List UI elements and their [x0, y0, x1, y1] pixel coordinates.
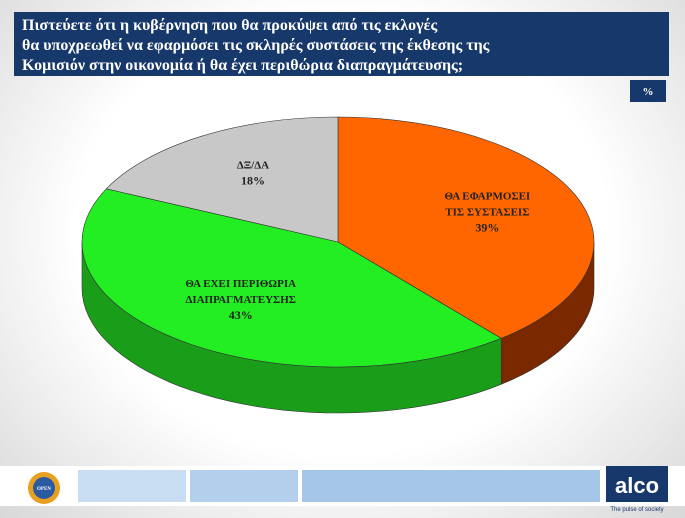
- brand-box: [606, 466, 668, 502]
- brand: alco: [615, 473, 659, 498]
- pie-slice: [81, 188, 502, 368]
- title-box: [14, 12, 669, 76]
- slice-label: ΔΞ/ΔΑ: [237, 160, 269, 172]
- pie-slice: [105, 116, 339, 243]
- brand-tagline: The pulse of society: [610, 507, 663, 513]
- pie-slice: [337, 116, 595, 339]
- unit-badge: [630, 80, 666, 102]
- chart-title: Κομισιόν στην οικονομία ή θα έχει περιθώ…: [22, 57, 463, 74]
- chart-title: θα υποχρεωθεί να εφαρμόσει τις σκληρές σ…: [22, 37, 490, 54]
- slice-label: ΤΙΣ ΣΥΣΤΑΣΕΙΣ: [445, 207, 529, 219]
- unit-label: %: [643, 86, 654, 98]
- value-label: 43%: [229, 308, 253, 322]
- footer-logo-text: OPEN: [37, 487, 51, 492]
- value-label: 18%: [241, 174, 265, 188]
- footer-box: [302, 470, 600, 502]
- value-label: 39%: [475, 221, 499, 235]
- footer-logo: [33, 477, 55, 499]
- footer-box: [190, 470, 298, 502]
- slice-label: ΔΙΑΠΡΑΓΜΑΤΕΥΣΗΣ: [185, 294, 296, 306]
- footer-box: [78, 470, 186, 502]
- slice-label: ΘΑ ΕΧΕΙ ΠΕΡΙΘΩΡΙΑ: [185, 278, 296, 290]
- slice-label: ΘΑ ΕΦΑΡΜΟΣΕΙ: [444, 191, 530, 203]
- chart-title: Πιστεύετε ότι η κυβέρνηση που θα προκύψε…: [22, 17, 437, 34]
